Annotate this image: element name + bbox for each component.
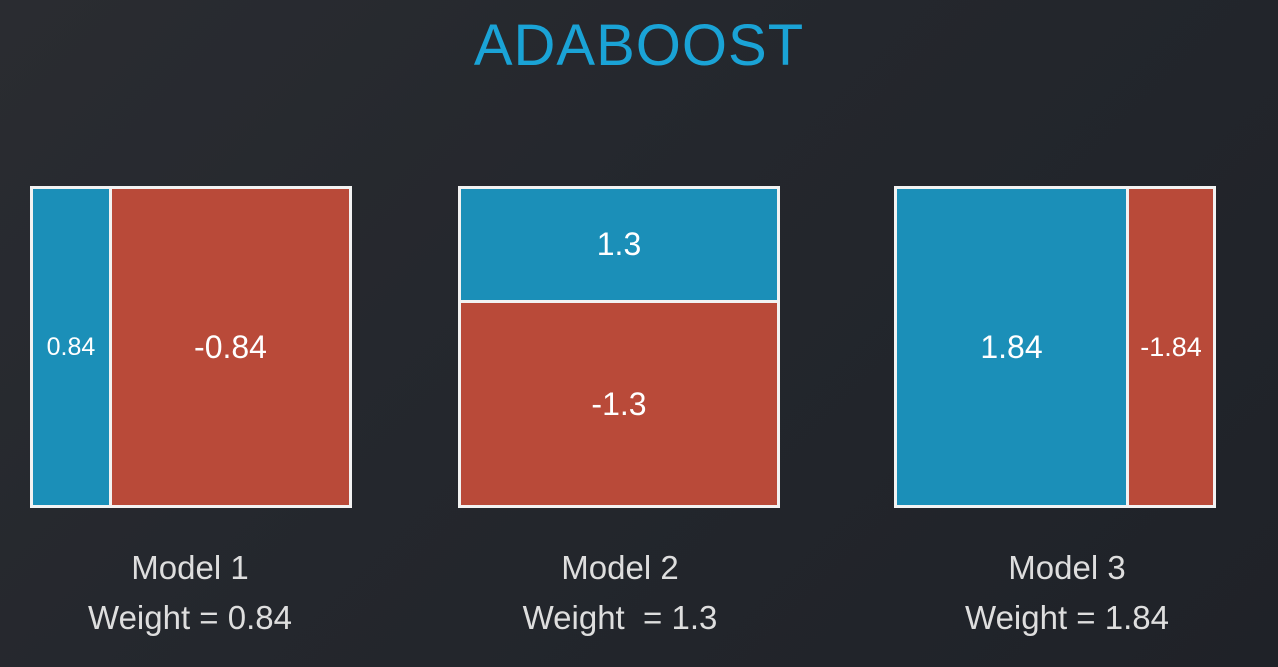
model-3-negative-value: -1.84	[1140, 331, 1202, 362]
page-title: ADABOOST	[473, 13, 805, 78]
model-1-positive-region: 0.84	[33, 189, 109, 505]
model-3-weight: Weight = 1.84	[965, 599, 1169, 636]
model-1-negative-region: -0.84	[112, 189, 349, 505]
model-2-negative-region: -1.3	[461, 303, 777, 505]
model-1-decision-box: 0.84 -0.84	[30, 186, 352, 508]
model-2-name: Model 2	[561, 549, 679, 586]
model-3-positive-value: 1.84	[980, 328, 1043, 365]
model-2-negative-value: -1.3	[591, 385, 647, 422]
model-2-decision-box: 1.3 -1.3	[458, 186, 780, 508]
model-3-negative-region: -1.84	[1129, 189, 1213, 505]
model-1-negative-value: -0.84	[194, 328, 267, 365]
model-2-caption: Model 2 Weight = 1.3	[470, 543, 770, 643]
model-2-positive-value: 1.3	[596, 226, 642, 262]
model-3-name: Model 3	[1008, 549, 1126, 586]
model-1-name: Model 1	[131, 549, 249, 586]
model-1-weight: Weight = 0.84	[88, 599, 292, 636]
model-2-weight: Weight = 1.3	[522, 599, 718, 636]
model-3-caption: Model 3 Weight = 1.84	[912, 543, 1222, 643]
model-1-caption: Model 1 Weight = 0.84	[40, 543, 340, 643]
model-3-decision-box: 1.84 -1.84	[894, 186, 1216, 508]
model-2-positive-region: 1.3	[461, 189, 777, 300]
model-3-positive-region: 1.84	[897, 189, 1126, 505]
model-1-positive-value: 0.84	[46, 332, 96, 361]
